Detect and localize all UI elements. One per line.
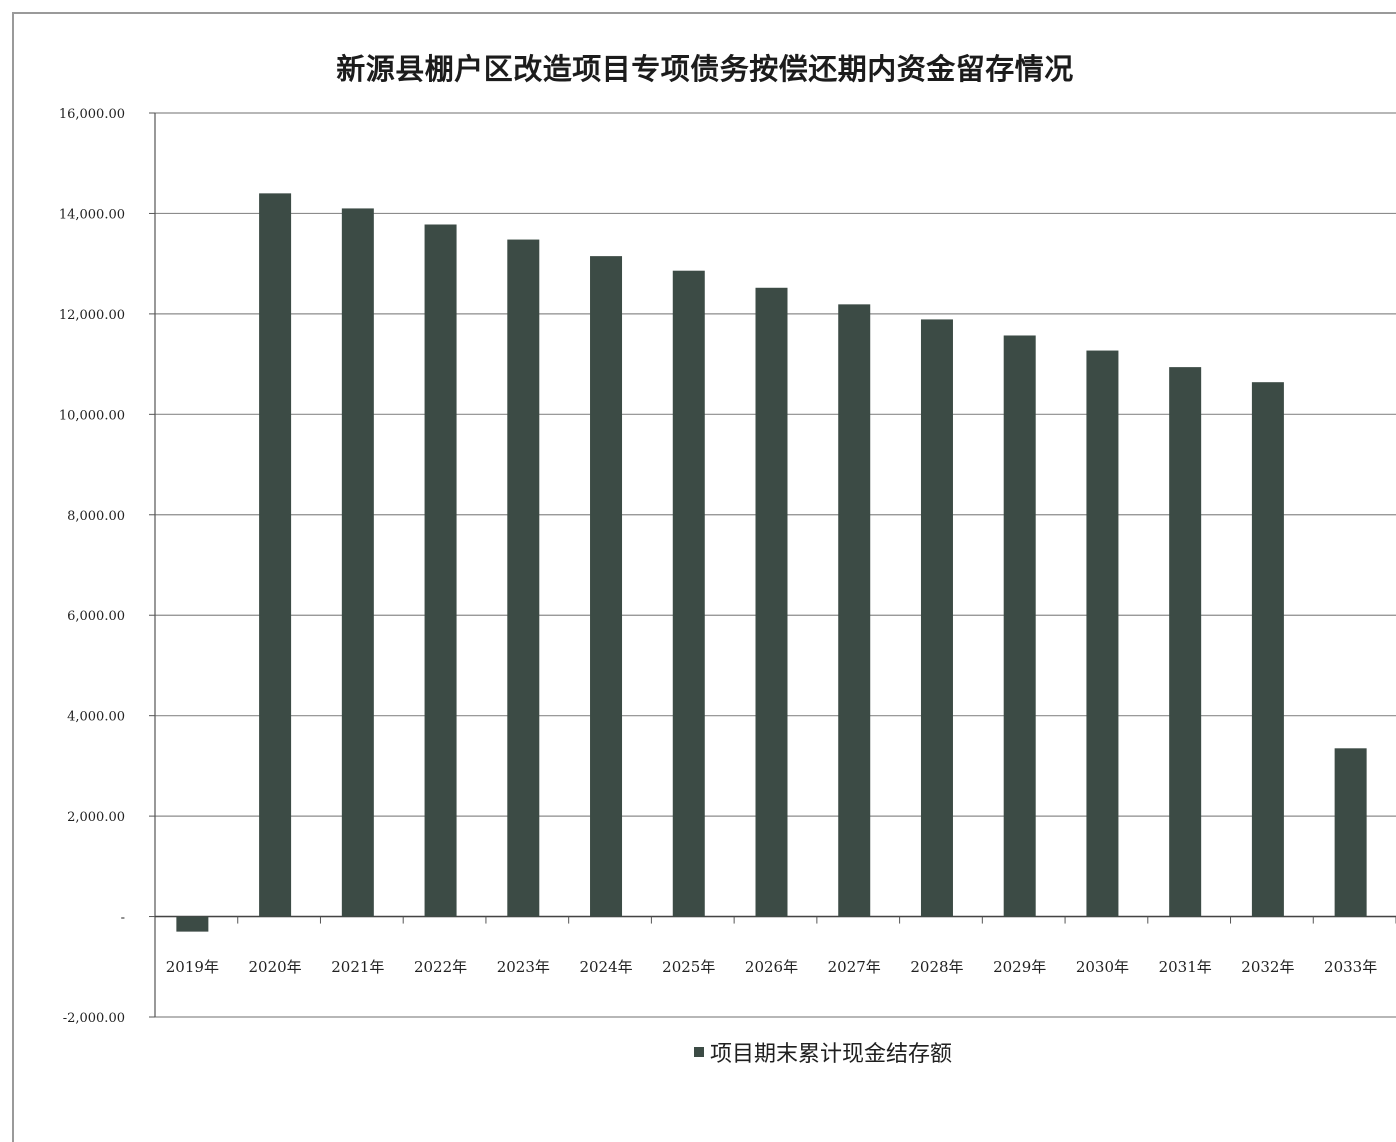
x-tick-label: 2030年 [1076,958,1129,976]
x-tick-label: 2032年 [1241,958,1294,976]
y-tick-label: - [121,911,125,926]
x-tick-label: 2031年 [1159,958,1212,976]
bar [1251,382,1284,917]
bar [920,319,953,917]
bar [838,304,871,917]
x-tick-label: 2028年 [910,958,963,976]
bar [1003,335,1036,917]
legend-label: 项目期末累计现金结存额 [710,1042,953,1067]
bar [341,208,374,917]
x-tick-label: 2024年 [579,958,632,976]
x-tick-label: 2020年 [249,958,302,976]
x-tick-label: 2022年 [414,958,467,976]
legend: 项目期末累计现金结存额 [694,1036,952,1068]
y-tick-label: 4,000.00 [67,710,125,725]
x-tick-label: 2021年 [331,958,384,976]
x-tick-label: 2019年 [166,958,219,976]
bar [1086,350,1119,917]
y-tick-label: 10,000.00 [59,408,125,423]
bar [1169,367,1202,917]
x-tick-label: 2026年 [745,958,798,976]
bar [507,239,540,917]
bar [259,193,292,917]
y-tick-label: 16,000.00 [59,107,125,122]
bar [755,287,788,917]
x-tick-label: 2025年 [662,958,715,976]
legend-swatch [694,1047,704,1057]
bar [1334,748,1367,917]
y-tick-label: 8,000.00 [67,509,125,524]
x-tick-label: 2033年 [1324,958,1377,976]
bar [672,270,705,917]
x-tick-label: 2029年 [993,958,1046,976]
y-tick-label: 2,000.00 [67,810,125,825]
chart-title: 新源县棚户区改造项目专项债务按偿还期内资金留存情况 [336,52,1074,86]
chart-frame [12,12,1396,1142]
y-tick-label: -2,000.00 [63,1011,125,1026]
y-tick-label: 6,000.00 [67,609,125,624]
y-tick-label: 14,000.00 [59,207,125,222]
x-tick-label: 2027年 [828,958,881,976]
x-tick-label: 2023年 [497,958,550,976]
y-tick-label: 12,000.00 [59,308,125,323]
bar [176,916,209,932]
bar [590,256,623,917]
bar [424,224,457,917]
